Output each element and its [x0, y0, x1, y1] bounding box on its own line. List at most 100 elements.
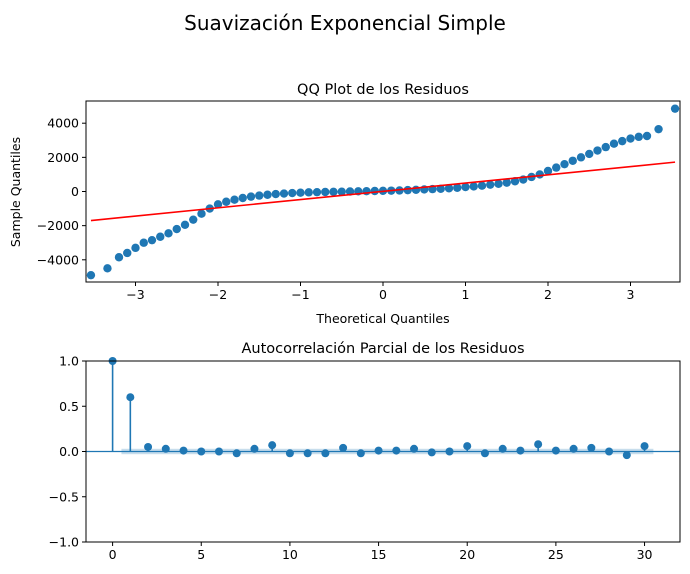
qq-point: [626, 134, 635, 143]
qq-point: [337, 187, 346, 196]
qq-point: [585, 149, 594, 159]
pacf-marker: [498, 444, 507, 453]
qq-point: [255, 191, 264, 200]
pacf-xtick-label: 25: [548, 547, 564, 562]
pacf-marker: [126, 393, 135, 402]
qq-point: [123, 248, 132, 258]
qq-point: [642, 131, 652, 141]
qq-point: [312, 187, 322, 197]
pacf-marker: [445, 447, 454, 456]
qq-point: [469, 182, 478, 191]
pacf-marker: [197, 447, 206, 456]
qq-plot-ytick-label: 0: [71, 184, 79, 199]
qq-point: [197, 209, 206, 218]
qq-point: [345, 187, 355, 196]
qq-point: [609, 139, 619, 148]
qq-point: [477, 181, 487, 190]
qq-point: [444, 184, 454, 193]
pacf-marker: [410, 444, 419, 453]
qq-point: [568, 156, 577, 165]
qq-point: [321, 187, 330, 197]
pacf-marker: [587, 443, 596, 452]
qq-plot-xtick-label: −3: [126, 287, 144, 302]
pacf-marker: [144, 442, 153, 451]
pacf-marker: [534, 440, 543, 449]
pacf-marker: [339, 443, 348, 452]
qq-plot-xlabel: Theoretical Quantiles: [315, 311, 449, 326]
pacf-xtick-label: 0: [109, 547, 117, 562]
qq-point: [131, 243, 140, 253]
qq-point: [279, 189, 289, 198]
pacf-ytick-label: −0.5: [49, 489, 79, 504]
pacf-xtick-label: 5: [197, 547, 205, 562]
pacf-marker: [303, 449, 312, 458]
qq-point: [502, 178, 511, 187]
pacf-ytick-label: 0.5: [59, 399, 79, 414]
qq-plot-xtick-label: 2: [544, 287, 552, 302]
pacf-marker: [285, 449, 294, 458]
pacf-marker: [179, 446, 188, 455]
qq-point: [362, 186, 371, 196]
pacf-panel: Autocorrelación Parcial de los Residuos …: [49, 341, 681, 562]
pacf-ytick-label: 0.0: [59, 444, 79, 459]
qq-point: [222, 197, 231, 206]
qq-point: [86, 270, 96, 280]
qq-point: [246, 192, 256, 201]
qq-point: [535, 170, 544, 179]
pacf-marker: [551, 446, 560, 455]
qq-point: [370, 186, 379, 196]
pacf-marker: [622, 451, 631, 460]
qq-point: [576, 153, 586, 162]
qq-point: [403, 185, 412, 195]
qq-plot-ytick-label: −4000: [37, 252, 79, 267]
pacf-marker: [250, 444, 259, 453]
qq-point: [560, 159, 569, 169]
qq-point: [510, 177, 520, 186]
qq-point: [296, 188, 305, 197]
pacf-marker: [161, 444, 170, 453]
qq-plot-ylabel: Sample Quantiles: [8, 137, 23, 247]
pacf-xtick-label: 10: [282, 547, 298, 562]
qq-point: [263, 190, 272, 199]
pacf-marker: [427, 448, 436, 457]
qq-plot-ytick-label: −2000: [37, 218, 79, 233]
pacf-ytick-label: 1.0: [59, 354, 79, 369]
pacf-marker: [463, 442, 472, 451]
qq-point: [213, 200, 223, 209]
qq-point: [271, 189, 280, 199]
qq-point: [411, 185, 421, 194]
qq-point: [156, 232, 165, 241]
qq-plot-xtick-label: 3: [627, 287, 635, 302]
suptitle: Suavización Exponencial Simple: [184, 11, 506, 35]
pacf-marker: [605, 447, 614, 456]
pacf-marker: [356, 449, 365, 458]
pacf-marker: [214, 447, 223, 456]
pacf-marker: [569, 444, 578, 453]
qq-point: [172, 224, 181, 234]
pacf-marker: [321, 449, 330, 458]
qq-point: [552, 163, 561, 172]
pacf-marker: [268, 441, 277, 450]
qq-point: [618, 136, 627, 146]
qq-point: [189, 215, 198, 224]
qq-point: [670, 104, 680, 113]
pacf-frame: [85, 360, 681, 543]
pacf-xtick-label: 20: [459, 547, 475, 562]
qq-point: [230, 195, 239, 204]
qq-point: [436, 184, 445, 193]
qq-point: [139, 238, 148, 247]
qq-plot-xtick-label: −1: [291, 287, 309, 302]
pacf-marker: [516, 446, 525, 455]
qq-point: [654, 124, 663, 134]
qq-point: [164, 229, 173, 238]
qq-point: [593, 146, 602, 155]
qq-point: [329, 187, 338, 197]
pacf-marker: [374, 446, 383, 455]
qq-point: [461, 182, 470, 192]
qq-plot-ytick-label: 2000: [47, 150, 79, 165]
pacf-marker: [480, 449, 489, 458]
qq-plot-xtick-label: 0: [379, 287, 387, 302]
qq-point: [180, 220, 190, 229]
pacf-xtick-label: 30: [637, 547, 653, 562]
qq-point: [147, 235, 157, 245]
